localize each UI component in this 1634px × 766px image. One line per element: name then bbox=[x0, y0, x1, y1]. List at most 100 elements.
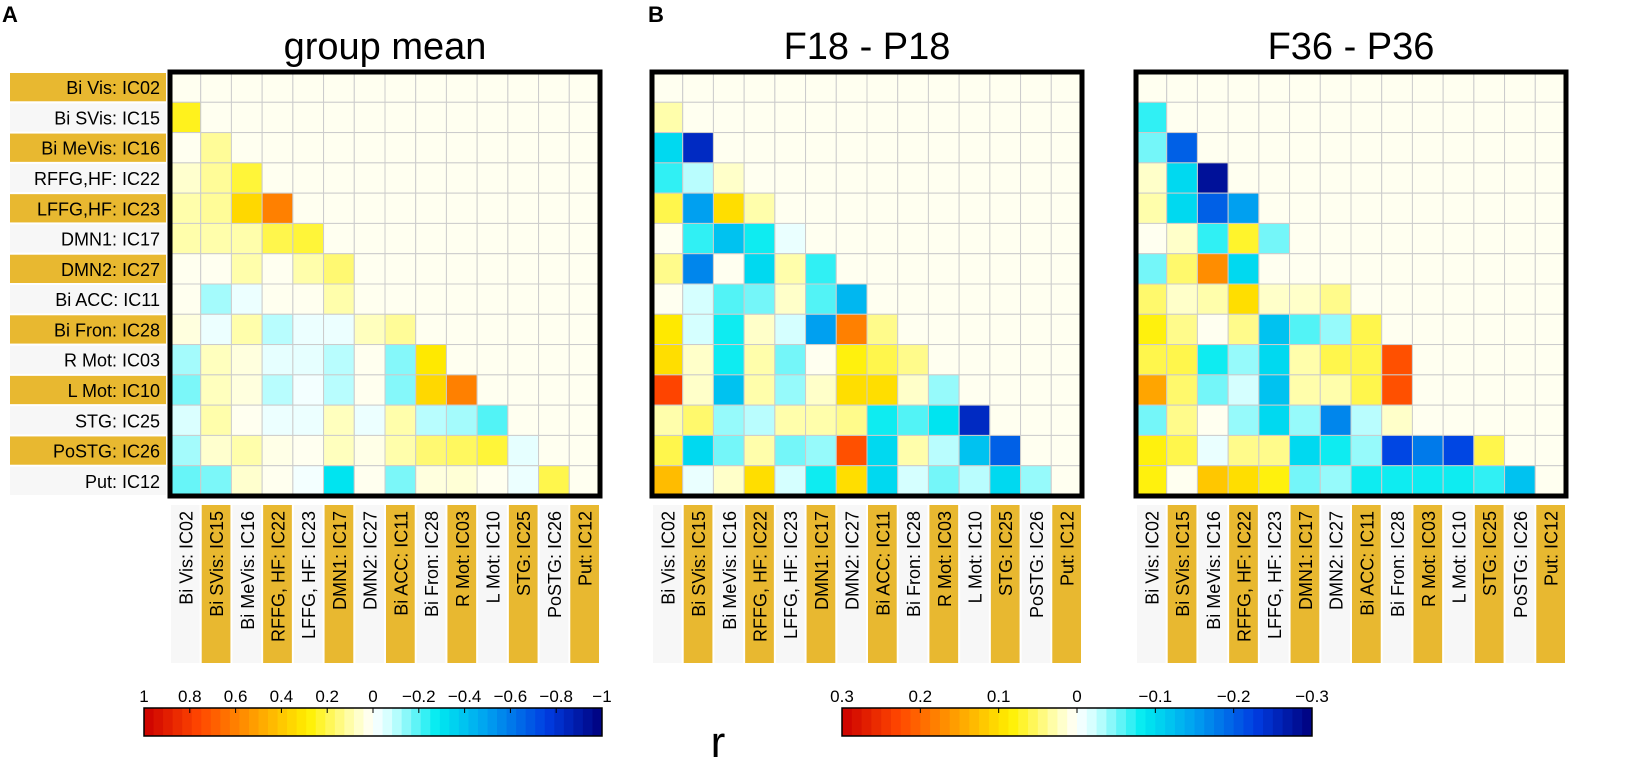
heatmap-cell bbox=[507, 162, 540, 194]
colorbar-band bbox=[411, 708, 422, 736]
col-label: L Mot: IC10 bbox=[1450, 511, 1470, 603]
colorbar-band bbox=[988, 708, 1000, 736]
heatmap-cell bbox=[1504, 404, 1536, 436]
heatmap-cell bbox=[568, 465, 601, 497]
col-label: L Mot: IC10 bbox=[484, 511, 504, 603]
col-label: RFFG, HF: IC22 bbox=[751, 511, 771, 642]
row-label: RFFG,HF: IC22 bbox=[34, 169, 160, 189]
heatmap-cell bbox=[1050, 222, 1083, 255]
col-label-bg bbox=[929, 505, 959, 663]
heatmap-cell bbox=[1196, 434, 1229, 467]
heatmap-cell bbox=[353, 434, 386, 467]
heatmap-cell bbox=[1020, 344, 1052, 376]
heatmap-cell bbox=[292, 101, 325, 134]
heatmap-cell bbox=[712, 283, 745, 315]
heatmap-cell bbox=[1227, 283, 1260, 315]
heatmap-cell bbox=[835, 374, 868, 406]
colorbar-band bbox=[592, 708, 603, 736]
heatmap-cell bbox=[261, 374, 294, 406]
heatmap-cell bbox=[743, 374, 776, 406]
heatmap-cell bbox=[927, 101, 960, 134]
heatmap-cell bbox=[958, 374, 991, 406]
col-label-bg bbox=[1229, 505, 1258, 663]
heatmap-cell bbox=[384, 404, 417, 436]
heatmap-cell bbox=[835, 404, 868, 436]
heatmap-cell bbox=[927, 192, 960, 224]
heatmap-cell bbox=[927, 162, 960, 194]
heatmap-cell bbox=[507, 132, 540, 164]
heatmap-cell bbox=[568, 132, 601, 164]
colorbar-band bbox=[430, 708, 441, 736]
heatmap-cell bbox=[866, 132, 899, 164]
heatmap-cell bbox=[989, 101, 1022, 134]
colorbar-band bbox=[210, 708, 221, 736]
col-label-bg bbox=[508, 505, 538, 663]
heatmap-cell bbox=[1135, 71, 1168, 103]
heatmap-cell bbox=[866, 344, 899, 376]
heatmap-cell bbox=[292, 192, 325, 224]
heatmap-cell bbox=[651, 374, 684, 406]
row-label: Bi ACC: IC11 bbox=[55, 290, 160, 310]
heatmap-cell bbox=[568, 253, 601, 285]
heatmap-cell bbox=[1411, 162, 1444, 194]
colorbar-band bbox=[277, 708, 288, 736]
heatmap-cell bbox=[805, 192, 837, 224]
colorbar-tick-label: 0 bbox=[1072, 687, 1081, 706]
heatmap-cell bbox=[927, 313, 960, 346]
heatmap-cell bbox=[743, 313, 776, 346]
heatmap-cell bbox=[1442, 162, 1475, 194]
heatmap-cell bbox=[261, 132, 294, 164]
heatmap-cell bbox=[1196, 374, 1229, 406]
heatmap-cell bbox=[1227, 344, 1260, 376]
heatmap-cell bbox=[1020, 192, 1052, 224]
heatmap-cell bbox=[1319, 313, 1352, 346]
row-label: Bi Fron: IC28 bbox=[54, 320, 160, 340]
heatmap-cell bbox=[261, 434, 294, 467]
heatmap-cell bbox=[1135, 132, 1168, 164]
heatmap-cell bbox=[958, 71, 991, 103]
heatmap-cell bbox=[1258, 101, 1291, 134]
col-label-bg bbox=[539, 505, 569, 663]
heatmap-cell bbox=[1166, 434, 1198, 467]
heatmap-cell bbox=[538, 132, 570, 164]
heatmap-cell bbox=[507, 374, 540, 406]
heatmap-cell bbox=[958, 434, 991, 467]
row-label-bg bbox=[10, 73, 166, 102]
heatmap-cell bbox=[1289, 192, 1321, 224]
heatmap-cell bbox=[682, 162, 714, 194]
heatmap-cell bbox=[1350, 404, 1383, 436]
heatmap-cell bbox=[1442, 283, 1475, 315]
heatmap-cell bbox=[507, 192, 540, 224]
col-label-bg bbox=[714, 505, 744, 663]
heatmap-cell bbox=[1135, 253, 1168, 285]
heatmap-cell bbox=[1442, 192, 1475, 224]
colorbar-band bbox=[382, 708, 393, 736]
col-label: LFFG, HF: IC23 bbox=[299, 511, 319, 639]
heatmap-cell bbox=[538, 434, 570, 467]
heatmap-cell bbox=[682, 344, 714, 376]
heatmap-cell bbox=[743, 465, 776, 497]
heatmap-cell bbox=[1050, 404, 1083, 436]
col-label: Bi SVis: IC15 bbox=[1173, 511, 1193, 617]
colorbar-band bbox=[334, 708, 345, 736]
heatmap-cell bbox=[897, 404, 929, 436]
heatmap-cell bbox=[1319, 162, 1352, 194]
colorbar-tick-label: −0.3 bbox=[1295, 687, 1329, 706]
col-label: Bi Vis: IC02 bbox=[658, 511, 678, 605]
heatmap-cell bbox=[1227, 222, 1260, 255]
heatmap-cell bbox=[1166, 253, 1198, 285]
colorbar-band bbox=[258, 708, 269, 736]
heatmap-cell bbox=[805, 283, 837, 315]
heatmap-cell bbox=[1166, 71, 1198, 103]
colorbar-band bbox=[439, 708, 450, 736]
heatmap-cell bbox=[538, 283, 570, 315]
row-label-bg bbox=[10, 133, 166, 162]
heatmap-cell bbox=[897, 465, 929, 497]
row-label: L Mot: IC10 bbox=[68, 381, 160, 401]
heatmap-cell bbox=[323, 192, 355, 224]
heatmap-cell bbox=[1020, 283, 1052, 315]
heatmap-cell bbox=[1050, 71, 1083, 103]
heatmap-cell bbox=[1350, 344, 1383, 376]
col-label: STG: IC25 bbox=[996, 511, 1016, 596]
heatmap-cell bbox=[958, 192, 991, 224]
